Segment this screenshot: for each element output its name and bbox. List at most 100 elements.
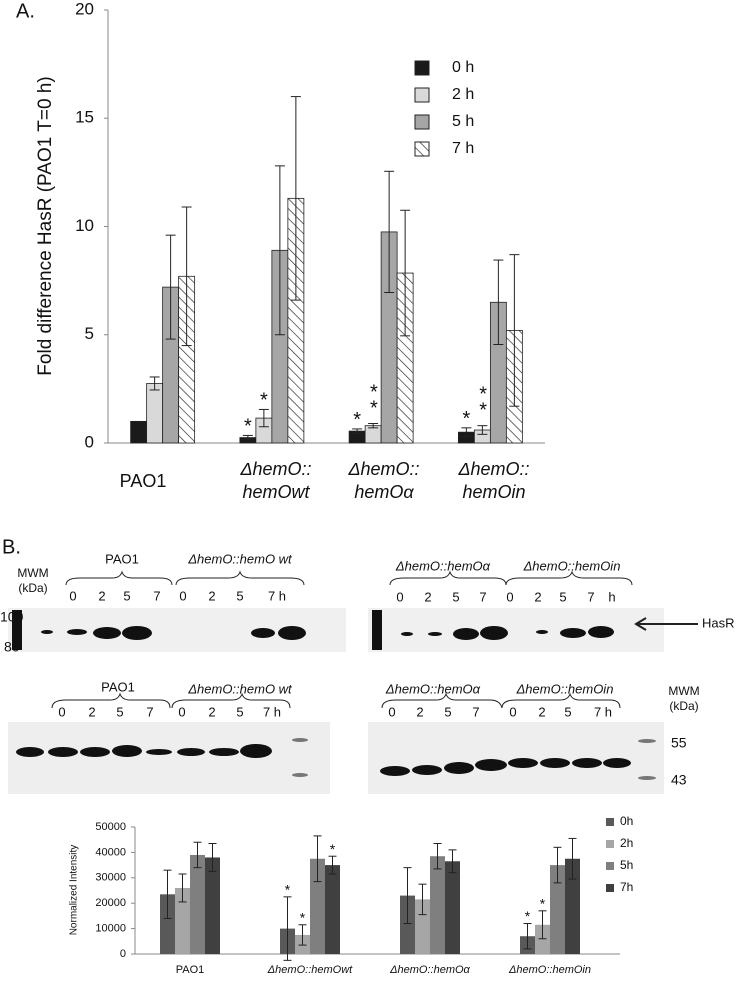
legend-label: 0h [620, 814, 633, 828]
significance-mark: * [462, 408, 470, 430]
legend-swatch [414, 87, 430, 103]
lane-label: 2 [538, 704, 545, 719]
legend-label: 0 h [452, 59, 474, 76]
y-tick-label: 10 [75, 216, 94, 235]
mwm-label: MWM (kDa) [668, 684, 700, 713]
y-tick-label: 30000 [95, 872, 126, 884]
y-tick-label: 15 [75, 108, 94, 127]
x-tick-label: ΔhemO::hemOα [389, 964, 470, 976]
bar [415, 899, 430, 954]
y-axis-label: Fold difference HasR (PAO1 T=0 h) [35, 76, 56, 375]
lane-label: 0 [58, 704, 65, 719]
legend-swatch [414, 114, 430, 130]
significance-mark: * [525, 908, 531, 924]
significance-mark: ** [472, 384, 494, 416]
x-tick-label: PAO1 [176, 964, 205, 976]
lane-label: 5 [452, 589, 459, 604]
marker-label: 55 [671, 735, 687, 751]
y-tick-label: 50000 [95, 821, 126, 833]
significance-mark: * [540, 896, 546, 912]
blot [368, 608, 664, 652]
x-tick-label: ΔhemO:: hemOα [348, 459, 420, 502]
y-axis-label: Normalized Intensity [69, 845, 80, 936]
lane-label: 2 [416, 704, 423, 719]
lane-label: 0 [396, 589, 403, 604]
bands [12, 610, 656, 780]
group-label: PAO1 [105, 551, 139, 566]
marker-label: 80 [4, 639, 20, 655]
significance-mark: * [285, 882, 291, 898]
lane-label: 0 [388, 704, 395, 719]
bar [130, 420, 148, 444]
lane-label: 0 [178, 704, 185, 719]
bar [146, 383, 164, 444]
y-tick-label: 10000 [95, 923, 126, 935]
legend-swatch [606, 862, 614, 870]
marker-label: 43 [671, 772, 687, 788]
lane-label: 7 h [268, 588, 286, 603]
lane-label: 2 [208, 704, 215, 719]
group-label: ΔhemO::hemOα [395, 558, 491, 573]
lane-label: 7 [153, 588, 160, 603]
group-label: ΔhemO::hemO wt [187, 681, 293, 696]
group-label: ΔhemO::hemOin [523, 558, 621, 573]
legend-swatch [606, 840, 614, 848]
legend-label: 5 h [452, 113, 474, 130]
bar [205, 857, 220, 954]
group-label: ΔhemO::hemOα [385, 681, 481, 696]
x-tick-label: ΔhemO::hemOin [508, 964, 591, 976]
marker-label: 100 [0, 609, 24, 625]
lane-label: 2 [88, 704, 95, 719]
y-tick-label: 0 [120, 948, 126, 960]
y-tick-label: 40000 [95, 846, 126, 858]
legend-swatch [414, 141, 430, 157]
bar [325, 865, 340, 954]
lane-label: 0 [509, 704, 516, 719]
blot [8, 722, 330, 794]
significance-mark: * [330, 841, 336, 857]
group-label: PAO1 [101, 679, 135, 694]
significance-mark: * [244, 416, 252, 438]
x-tick-label: ΔhemO:: hemOwt [240, 459, 312, 502]
bar [160, 894, 175, 954]
mwm-label: MWM (kDa) [17, 566, 49, 595]
braces [51, 570, 698, 709]
significance-mark: * [353, 409, 361, 431]
lane-label: 5 [116, 704, 123, 719]
lane-label: 0 [506, 589, 513, 604]
y-tick-label: 20 [75, 0, 94, 18]
lane-label: 5 [564, 704, 571, 719]
lane-label: 5 [236, 588, 243, 603]
significance-mark: * [260, 390, 268, 412]
lane-label: 2 [424, 589, 431, 604]
bar [430, 856, 445, 954]
legend-swatch [606, 818, 614, 826]
lane-label: 0 [179, 588, 186, 603]
lane-label: 5 [559, 589, 566, 604]
lane-label: 0 [69, 588, 76, 603]
lane-label: 7 [479, 589, 486, 604]
lane-label: 2 [98, 588, 105, 603]
group-label: ΔhemO::hemOin [516, 681, 614, 696]
significance-mark: ** [363, 382, 385, 414]
lane-label: 2 [208, 588, 215, 603]
lane-label: 7 [146, 704, 153, 719]
lane-label: 5 [236, 704, 243, 719]
panel-label: A. [16, 0, 35, 22]
legend-label: 7 h [452, 140, 474, 157]
bar [190, 854, 205, 954]
bar [175, 887, 190, 954]
bar [400, 895, 415, 954]
x-tick-label: PAO1 [119, 471, 167, 491]
bar [535, 924, 550, 954]
y-tick-label: 20000 [95, 897, 126, 909]
group-label: ΔhemO::hemO wt [187, 551, 293, 566]
legend-label: 2h [620, 836, 633, 850]
legend-swatch [414, 60, 430, 76]
bar [445, 861, 460, 954]
lane-label: 5 [444, 704, 451, 719]
x-tick-label: ΔhemO:: hemOin [458, 459, 530, 502]
lane-label: 7 [587, 589, 594, 604]
